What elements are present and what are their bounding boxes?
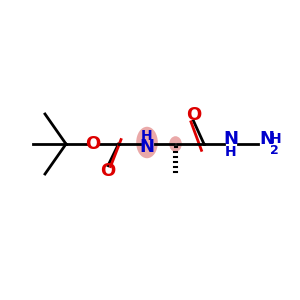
Text: O: O — [100, 162, 116, 180]
Text: 2: 2 — [270, 144, 279, 157]
Text: H: H — [225, 145, 237, 158]
Ellipse shape — [136, 127, 158, 158]
Text: H: H — [141, 129, 153, 142]
Text: N: N — [260, 130, 274, 148]
Ellipse shape — [169, 136, 182, 152]
Text: H: H — [270, 133, 282, 146]
Text: O: O — [85, 135, 100, 153]
Text: N: N — [224, 130, 238, 148]
Text: N: N — [140, 138, 154, 156]
Text: O: O — [186, 106, 201, 124]
